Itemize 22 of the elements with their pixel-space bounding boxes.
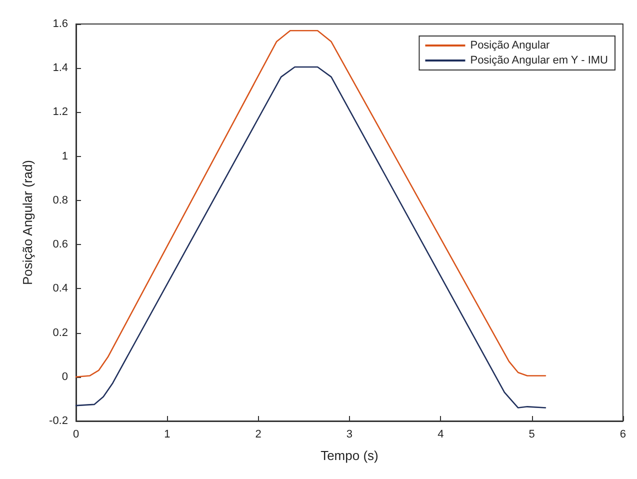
x-tick-label: 0 [72,428,80,440]
y-axis-title: Posição Angular (rad) [20,160,35,286]
y-tick-label: 0.2 [52,326,68,339]
y-tick-label: 0.6 [52,238,68,251]
x-tick-label: 6 [620,428,626,440]
x-tick-label: 3 [346,428,353,440]
y-tick-label: 1.2 [52,106,68,118]
x-tick-label: 4 [438,428,444,440]
legend-label: Posição Angular em Y - IMU [470,54,608,66]
x-tick-label: 5 [528,428,535,440]
y-tick-label: 1.4 [52,62,68,74]
y-tick-label: 1.6 [52,18,68,30]
x-tick-label: 1 [164,428,170,440]
x-tick-label: 2 [255,428,262,440]
y-tick-label: 0 [62,370,68,383]
legend-label: Posição Angular [470,40,550,52]
line-series [75,66,546,408]
y-tick-label: 0.4 [52,282,68,295]
y-tick-label: 0.8 [52,194,68,206]
y-tick-label: 1 [62,150,68,162]
y-tick-label: -0.2 [49,415,68,427]
x-axis-title: Tempo (s) [320,448,378,463]
